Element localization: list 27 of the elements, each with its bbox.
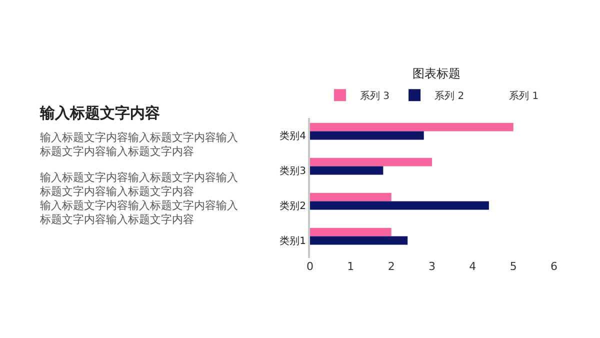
bar bbox=[310, 236, 408, 245]
bar bbox=[310, 166, 384, 175]
x-tick-label: 5 bbox=[510, 260, 517, 273]
x-tick-label: 0 bbox=[306, 260, 314, 273]
y-tick-label: 类别3 bbox=[280, 165, 306, 177]
y-tick-label: 类别2 bbox=[280, 200, 306, 212]
bar bbox=[310, 228, 392, 236]
x-tick-label: 2 bbox=[388, 260, 395, 273]
chart-title: 图表标题 bbox=[412, 66, 460, 81]
legend-label: 系列 3 bbox=[360, 90, 390, 102]
x-tick-label: 3 bbox=[428, 260, 436, 273]
text: 输入标题文字内容输入标题文字内容输入标题文字内容输入标题文字内容 bbox=[40, 199, 239, 227]
bar bbox=[310, 158, 432, 166]
bar bbox=[310, 192, 392, 202]
text: 输入标题文字内容输入标题文字内容输入标题文字内容输入标题文字内容 bbox=[40, 171, 239, 199]
text: 输入标题文字内容输入标题文字内容输入标题文字内容输入标题文字内容 bbox=[40, 131, 239, 159]
x-tick-label: 4 bbox=[469, 260, 476, 273]
legend-label: 系列 2 bbox=[434, 90, 464, 102]
text: 系列 1 bbox=[509, 90, 539, 102]
bar bbox=[310, 122, 514, 132]
text: 输入标题文字内容 bbox=[40, 104, 161, 123]
y-tick-label: 类别4 bbox=[280, 130, 306, 142]
x-tick-label: 1 bbox=[347, 260, 354, 273]
x-tick-label: 6 bbox=[550, 260, 558, 273]
y-tick-label: 类别1 bbox=[280, 235, 306, 247]
bar bbox=[310, 131, 424, 140]
bar bbox=[310, 201, 489, 210]
